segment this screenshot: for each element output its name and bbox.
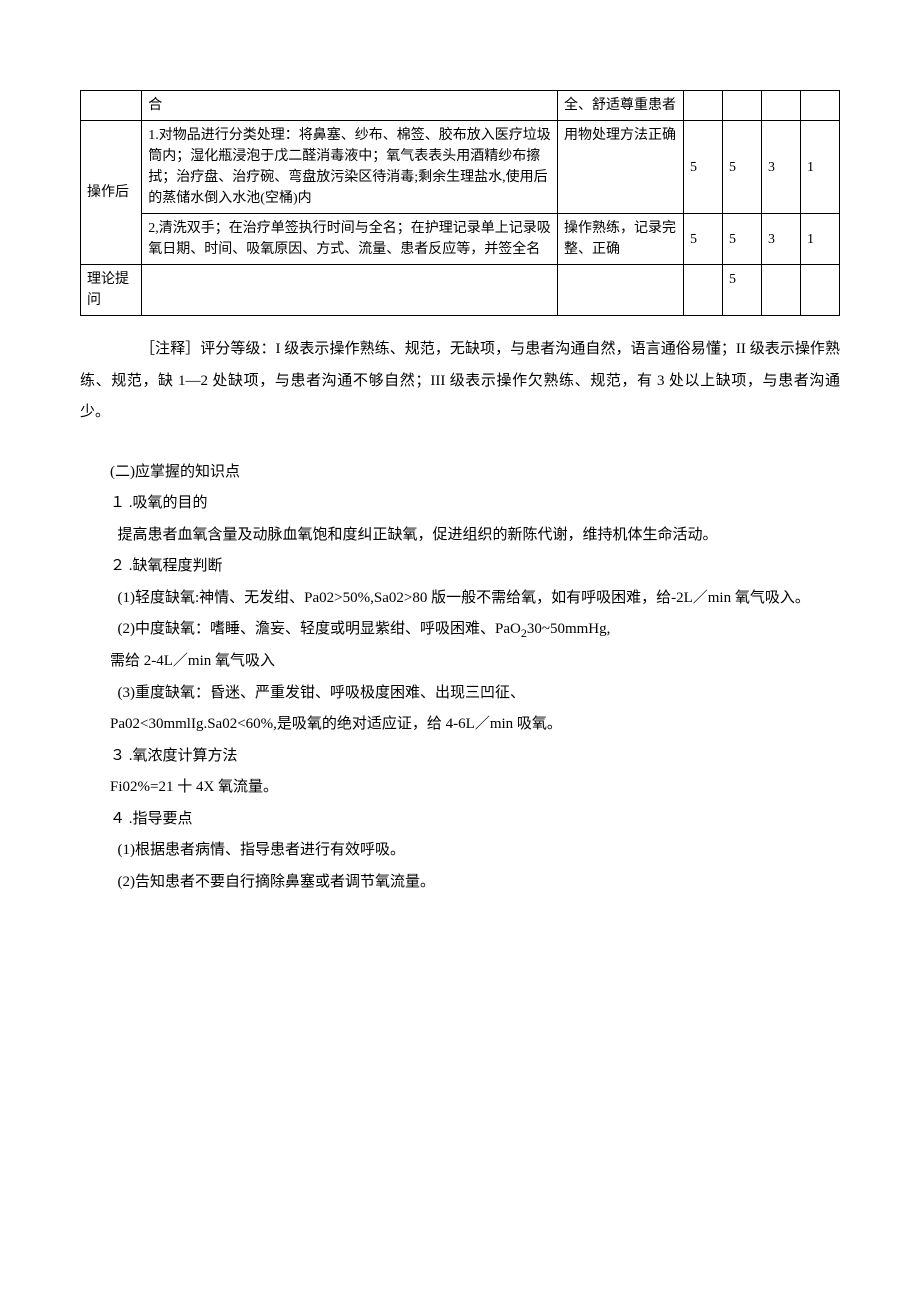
kp-item-text: (2)中度缺氧：嗜睡、澹妄、轻度或明显紫绀、呼吸困难、PaO [118,621,521,637]
cell-score [683,265,722,316]
table-row: 操作后 1.对物品进行分类处理：将鼻塞、纱布、棉签、胶布放入医疗垃圾筒内；湿化瓶… [81,121,840,214]
cell-score [722,91,761,121]
kp-item-text: 30~50mmHg, [527,621,611,637]
kp-heading: ２ .缺氧程度判断 [80,551,840,583]
cell-score: 5 [683,214,722,265]
section-heading: (二)应掌握的知识点 [80,457,840,489]
cell-score: 5 [722,265,761,316]
kp-item: (1)轻度缺氧:神情、无发绀、Pa02>50%,Sa02>80 版一般不需给氧，… [80,583,840,615]
kp-heading: １ .吸氧的目的 [80,488,840,520]
table-row: 理论提问 5 [81,265,840,316]
cell-score [800,265,839,316]
cell-score: 3 [761,214,800,265]
cell-step: 2,清洗双手；在治疗单签执行时间与全名；在护理记录单上记录吸氧日期、时间、吸氧原… [142,214,558,265]
kp-body: 提高患者血氧含量及动脉血氧饱和度纠正缺氧，促进组织的新陈代谢，维持机体生命活动。 [80,520,840,552]
table-row: 合 全、舒适尊重患者 [81,91,840,121]
cell-step: 合 [142,91,558,121]
table-row: 2,清洗双手；在治疗单签执行时间与全名；在护理记录单上记录吸氧日期、时间、吸氧原… [81,214,840,265]
cell-step [142,265,558,316]
cell-score [761,265,800,316]
cell-criteria: 操作熟练，记录完整、正确 [558,214,684,265]
kp-item: Pa02<30mmlIg.Sa02<60%,是吸氧的绝对适应证，给 4-6L／m… [80,709,840,741]
body-text: ［注释］评分等级：I 级表示操作熟练、规范，无缺项，与患者沟通自然，语言通俗易懂… [80,334,840,898]
cell-criteria: 全、舒适尊重患者 [558,91,684,121]
cell-score: 5 [683,121,722,214]
cell-score [800,91,839,121]
spacer [80,429,840,457]
document-page: 合 全、舒适尊重患者 操作后 1.对物品进行分类处理：将鼻塞、纱布、棉签、胶布放… [0,0,920,958]
cell-score: 1 [800,121,839,214]
kp-heading: ４ .指导要点 [80,804,840,836]
kp-item: 需给 2-4L／min 氧气吸入 [80,646,840,678]
cell-criteria [558,265,684,316]
scoring-table: 合 全、舒适尊重患者 操作后 1.对物品进行分类处理：将鼻塞、纱布、棉签、胶布放… [80,90,840,316]
note-paragraph: ［注释］评分等级：I 级表示操作熟练、规范，无缺项，与患者沟通自然，语言通俗易懂… [80,334,840,429]
cell-criteria: 用物处理方法正确 [558,121,684,214]
kp-item: (2)告知患者不要自行摘除鼻塞或者调节氧流量。 [80,867,840,899]
kp-item: (3)重度缺氧：昏迷、严重发钳、呼吸极度困难、出现三凹征、 [80,678,840,710]
cell-score: 1 [800,214,839,265]
cell-step: 1.对物品进行分类处理：将鼻塞、纱布、棉签、胶布放入医疗垃圾筒内；湿化瓶浸泡于戊… [142,121,558,214]
kp-item: (1)根据患者病情、指导患者进行有效呼吸。 [80,835,840,867]
cell-phase: 理论提问 [81,265,142,316]
cell-phase: 操作后 [81,121,142,265]
cell-score: 5 [722,121,761,214]
cell-score: 5 [722,214,761,265]
kp-body: Fi02%=21 十 4X 氧流量。 [80,772,840,804]
cell-score: 3 [761,121,800,214]
kp-heading: ３ .氧浓度计算方法 [80,741,840,773]
cell-phase [81,91,142,121]
kp-item: (2)中度缺氧：嗜睡、澹妄、轻度或明显紫绀、呼吸困难、PaO230~50mmHg… [80,614,840,646]
cell-score [761,91,800,121]
cell-score [683,91,722,121]
